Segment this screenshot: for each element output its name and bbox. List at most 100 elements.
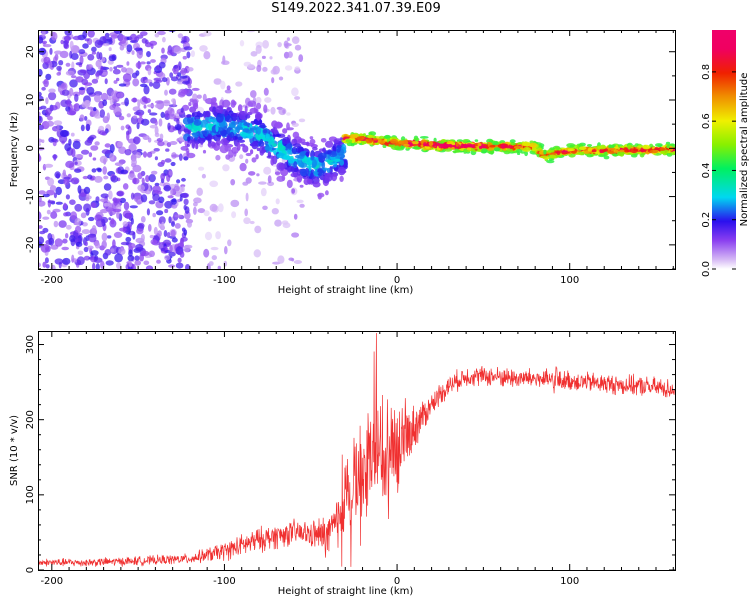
spectrogram-cell bbox=[44, 163, 54, 168]
spectrogram-cell bbox=[549, 154, 557, 159]
spectrogram-cell bbox=[312, 146, 318, 151]
spectrogram-cell bbox=[245, 152, 252, 157]
spectrogram-cell bbox=[235, 81, 243, 87]
x-tick-label: 0 bbox=[394, 275, 400, 286]
x-tick-label: 0 bbox=[394, 576, 400, 587]
spectrogram-cell bbox=[112, 208, 122, 213]
page-title: S149.2022.341.07.39.E09 bbox=[271, 1, 441, 16]
spectrogram-cell bbox=[211, 255, 217, 261]
spectrogram-cell bbox=[119, 35, 127, 44]
spectrogram-cell bbox=[75, 62, 83, 66]
spectrogram-cell bbox=[322, 147, 326, 153]
spectrogram-cell bbox=[173, 46, 182, 54]
spectrogram-cell bbox=[292, 131, 300, 139]
spectrogram-cell bbox=[294, 44, 302, 51]
spectrogram-cell bbox=[193, 102, 199, 110]
spectrogram-cell bbox=[194, 127, 201, 131]
spectrogram-cell bbox=[239, 154, 244, 160]
spectrogram-cell bbox=[182, 55, 187, 60]
spectrogram-cell bbox=[185, 264, 191, 269]
spectrogram-cell bbox=[161, 221, 165, 230]
spectrogram-cell bbox=[125, 236, 132, 243]
spectrogram-cell bbox=[201, 173, 206, 179]
spectrogram-cell bbox=[142, 134, 150, 140]
spectrogram-cell bbox=[516, 148, 523, 153]
spectrogram-cell bbox=[209, 203, 218, 212]
spectrogram-cell bbox=[419, 136, 429, 139]
spectrogram-cell bbox=[290, 166, 296, 173]
spectrogram-cell bbox=[272, 163, 278, 167]
spectrogram-cell bbox=[94, 242, 101, 249]
spectrogram-cell bbox=[296, 199, 304, 204]
spectrogram-cell bbox=[116, 77, 120, 82]
spectrogram-cell bbox=[88, 234, 97, 243]
spectrogram-cell bbox=[231, 146, 239, 154]
spectrogram-cell bbox=[173, 65, 179, 69]
spectrogram-cell bbox=[167, 195, 174, 199]
spectrogram-cell bbox=[479, 145, 487, 149]
spectrogram-cell bbox=[202, 149, 207, 154]
spectrogram-cell bbox=[119, 227, 127, 232]
snr-y-axis: 0 100 200 300 bbox=[25, 335, 675, 573]
spectrogram-cell bbox=[153, 148, 160, 152]
spectrogram-cell bbox=[148, 174, 156, 183]
spectrogram-cell bbox=[546, 150, 555, 153]
spectrogram-cell bbox=[38, 115, 43, 124]
spectrogram-cell bbox=[154, 33, 160, 38]
spectrogram-cell bbox=[170, 161, 176, 167]
spectrogram-cell bbox=[85, 197, 90, 202]
spectrogram-cell bbox=[493, 147, 501, 152]
spectrogram-cell bbox=[132, 78, 140, 87]
spectrogram-cell bbox=[209, 180, 219, 188]
spectrogram-cell bbox=[237, 104, 243, 112]
spectrogram-cell bbox=[90, 250, 99, 256]
spectrogram-cell bbox=[87, 245, 94, 250]
spectrogram-cell bbox=[63, 202, 67, 210]
spectrogram-cell bbox=[99, 109, 106, 118]
spectrogram-cell bbox=[150, 59, 156, 63]
spectrogram-cell bbox=[522, 141, 531, 147]
spectrogram-cell bbox=[61, 89, 70, 96]
spectrogram-cell bbox=[108, 55, 116, 62]
spectrogram-cell bbox=[222, 164, 230, 172]
spectrogram-cell bbox=[649, 149, 659, 154]
spectrogram-cell bbox=[102, 43, 110, 47]
spectrogram-cell bbox=[245, 158, 249, 164]
spectrogram-cell bbox=[579, 146, 587, 150]
spectrogram-cell bbox=[489, 145, 496, 148]
spectrogram-cell bbox=[147, 137, 152, 143]
spectrogram-cell bbox=[291, 258, 295, 262]
spectrogram-cell bbox=[297, 146, 304, 153]
spectrogram-cell bbox=[183, 156, 189, 161]
spectrogram-cell bbox=[291, 87, 299, 97]
spectrogram-cell bbox=[137, 99, 141, 108]
colorbar-tick-label: 0.2 bbox=[701, 212, 712, 228]
spectrogram-cell bbox=[221, 99, 231, 108]
spectrogram-cell bbox=[42, 261, 47, 268]
spectrogram-cell bbox=[171, 221, 175, 227]
spectrogram-cell bbox=[276, 162, 285, 171]
spectrogram-cell bbox=[298, 162, 308, 168]
spectrogram-cell bbox=[193, 206, 197, 215]
spectrogram-cell bbox=[274, 171, 281, 175]
spectrogram-cell bbox=[131, 158, 138, 166]
spectrogram-cell bbox=[182, 104, 190, 111]
spectrogram-cell bbox=[204, 231, 213, 241]
spectrogram-cell bbox=[90, 145, 99, 151]
spectrogram-cell bbox=[64, 143, 72, 152]
spectrogram-cell bbox=[272, 143, 277, 147]
spectrogram-cell bbox=[114, 253, 123, 263]
spectrogram-cell bbox=[83, 71, 90, 80]
spectrogram-cell bbox=[102, 166, 107, 175]
spectrogram-cell bbox=[58, 60, 64, 66]
spectrogram-cell bbox=[299, 184, 304, 188]
spectrogram-cell bbox=[174, 124, 182, 131]
spectrogram-cell bbox=[292, 148, 297, 155]
y-tick-label: -20 bbox=[25, 237, 36, 253]
spectrogram-cell bbox=[161, 247, 165, 252]
spectrogram-cell bbox=[313, 171, 319, 175]
spectrogram-cell bbox=[139, 61, 146, 65]
spectrogram-cell bbox=[267, 151, 272, 158]
spectrogram-cell bbox=[126, 44, 133, 53]
spectrogram-cell bbox=[63, 176, 71, 180]
